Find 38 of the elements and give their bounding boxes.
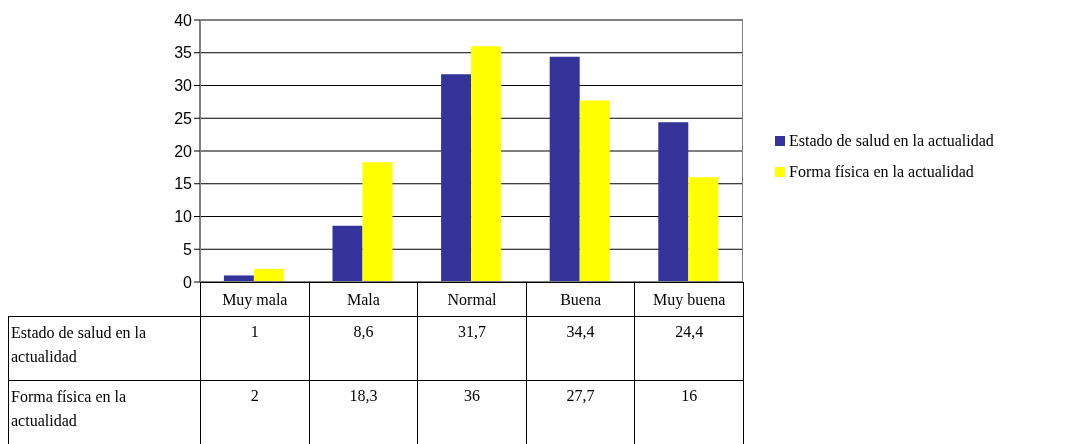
y-tick-label: 15 (174, 175, 193, 193)
bar (223, 275, 254, 282)
x-tick-label: Muy mala (200, 282, 310, 317)
y-tick-label: 5 (183, 240, 193, 258)
x-tick-label: Buena (525, 282, 636, 317)
y-tick-label: 30 (174, 77, 193, 95)
bar (579, 100, 610, 282)
data-label: 31,7 (417, 316, 527, 381)
y-tick-label: 10 (174, 208, 193, 226)
legend-label: Forma física en la actualidad (789, 162, 974, 181)
y-tick-label: 20 (174, 142, 193, 160)
bar (658, 122, 689, 282)
bar (362, 162, 393, 282)
x-tick-label: Normal (417, 282, 527, 317)
bar (688, 177, 719, 282)
bar (332, 225, 363, 282)
data-label: 16 (634, 380, 744, 444)
y-tick-label: 25 (174, 109, 193, 127)
data-label: 27,7 (525, 380, 636, 444)
x-tick-label: Muy buena (634, 282, 744, 317)
data-label: 8,6 (308, 316, 419, 381)
data-label: 36 (417, 380, 527, 444)
data-label: 24,4 (634, 316, 744, 381)
y-tick-label: 0 (183, 273, 193, 291)
x-tick-label: Mala (308, 282, 419, 317)
bar (471, 46, 502, 282)
bar (441, 74, 472, 282)
y-tick-label: 35 (174, 44, 193, 62)
y-tick-label: 40 (174, 11, 193, 29)
data-label: 1 (200, 316, 310, 381)
data-label: 18,3 (308, 380, 419, 444)
text: Forma física en la actualidad (11, 388, 127, 429)
text: Estado de salud en la actualidad (11, 324, 147, 365)
data-label: 34,4 (525, 316, 636, 381)
bar (549, 56, 580, 282)
data-label: 2 (200, 380, 310, 444)
legend-label: Estado de salud en la actualidad (789, 131, 994, 150)
bar (253, 268, 284, 282)
